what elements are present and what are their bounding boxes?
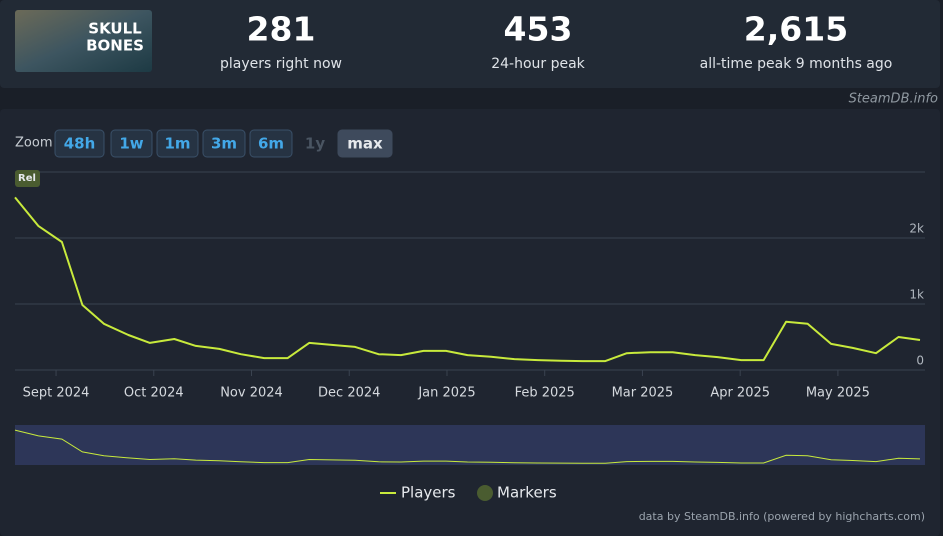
- stat-value: 2,615: [744, 10, 848, 49]
- x-tick-label: Jan 2025: [417, 386, 475, 401]
- marker-label: Rel: [18, 173, 36, 184]
- x-tick-label: Mar 2025: [612, 386, 674, 401]
- logo-text: BONES: [86, 37, 144, 55]
- game-logo: [15, 10, 152, 72]
- zoom-button-label[interactable]: 3m: [211, 135, 237, 153]
- stats-panel: [0, 0, 940, 88]
- zoom-buttons: 48h 1w 1m 3m 6m 1y max: [54, 129, 393, 158]
- credits: data by SteamDB.info (powered by highcha…: [639, 510, 925, 523]
- x-tick-label: Oct 2024: [124, 386, 184, 401]
- stat-label: all-time peak 9 months ago: [700, 56, 893, 72]
- zoom-button-label[interactable]: 6m: [258, 135, 284, 153]
- stat-value: 281: [247, 10, 316, 49]
- y-tick-label: 1k: [909, 288, 924, 302]
- y-tick-label: 0: [916, 354, 924, 368]
- source: SteamDB.info: [849, 92, 938, 107]
- y-tick-label: 2k: [909, 222, 924, 236]
- x-tick-label: Dec 2024: [318, 386, 380, 401]
- legend-marker[interactable]: [477, 485, 493, 501]
- x-tick-label: Feb 2025: [515, 386, 575, 401]
- legend-label[interactable]: Markers: [497, 484, 557, 502]
- navigator: [15, 425, 925, 465]
- x-tick-label: Sept 2024: [23, 386, 90, 401]
- x-tick-label: Nov 2024: [220, 386, 283, 401]
- zoom-button[interactable]: [110, 129, 153, 158]
- zoom-button[interactable]: [54, 129, 105, 158]
- zoom-button-label[interactable]: 1w: [119, 135, 143, 153]
- zoom-button[interactable]: [156, 129, 199, 158]
- zoom-button-label[interactable]: max: [347, 135, 383, 153]
- zoom-button[interactable]: [337, 129, 393, 158]
- zoom-button[interactable]: [249, 129, 293, 158]
- stat-value: 453: [504, 10, 573, 49]
- logo-text: SKULL: [88, 20, 142, 38]
- stat-label: players right now: [220, 56, 342, 72]
- navigator-line: [14, 429, 921, 464]
- legend-label[interactable]: Players: [401, 484, 456, 502]
- zoom-button[interactable]: [202, 129, 246, 158]
- zoom-label: Zoom: [15, 136, 52, 151]
- x-tick-label: May 2025: [806, 386, 870, 401]
- stat-label: 24-hour peak: [491, 56, 585, 72]
- zoom-button-label: 1y: [305, 135, 325, 153]
- series-line: [14, 196, 921, 363]
- zoom-button-label[interactable]: 48h: [64, 135, 96, 153]
- x-tick-label: Apr 2025: [710, 386, 770, 401]
- marker[interactable]: [15, 170, 40, 187]
- zoom-button-label[interactable]: 1m: [164, 135, 190, 153]
